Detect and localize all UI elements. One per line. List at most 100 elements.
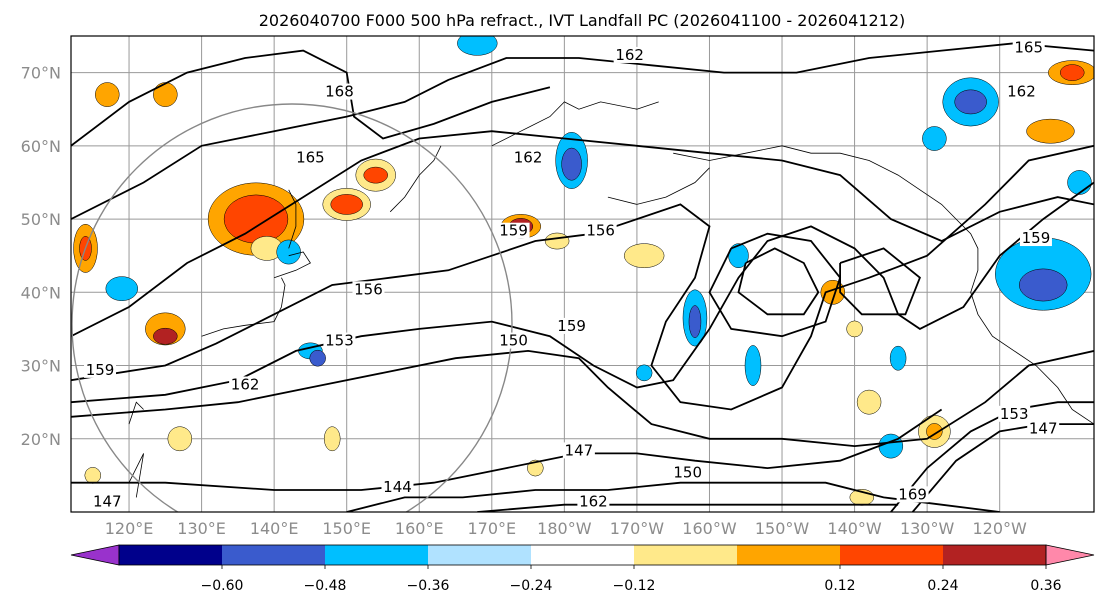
shaded-cell xyxy=(820,279,846,305)
contour-label-bg xyxy=(584,222,617,239)
longitude-tick-labels: 120°E 130°E 140°E 150°E 160°E 170°E 180°W 170°W… xyxy=(105,519,1027,538)
contour-label-bg xyxy=(562,442,595,459)
shaded-cell xyxy=(688,305,702,338)
coastline xyxy=(389,145,442,213)
shaded-cell xyxy=(330,194,363,215)
lon-tick-label: 160°W xyxy=(682,519,737,538)
lon-tick-label: 180°W xyxy=(537,519,592,538)
latitude-tick-labels: 70°N 60°N 50°N 40°N 30°N 20°N xyxy=(21,64,61,449)
contour-label-bg xyxy=(1012,39,1045,56)
shaded-cell xyxy=(544,232,570,250)
shaded-cell xyxy=(527,459,544,477)
contour-label: 156 xyxy=(586,222,615,240)
lon-tick-label: 170°W xyxy=(610,519,665,538)
contour-label-bg xyxy=(1005,83,1038,100)
lat-tick-label: 60°N xyxy=(21,137,61,156)
coastline xyxy=(673,145,1094,425)
contour-label: 162 xyxy=(231,376,260,394)
contour-label-bg xyxy=(577,493,610,510)
lon-tick-label: 120°E xyxy=(105,519,154,538)
colorbar-segment xyxy=(531,545,635,565)
colorbar-extend-low xyxy=(70,544,120,566)
colorbar-segment xyxy=(737,545,841,565)
contour-label: 153 xyxy=(325,332,354,350)
contour-label: 165 xyxy=(296,148,325,166)
contour-label: 159 xyxy=(1022,229,1051,247)
shaded-cell xyxy=(561,147,582,181)
shaded-cell xyxy=(84,467,101,484)
contour-label: 159 xyxy=(557,317,586,335)
colorbar: −0.60−0.48−0.36−0.24−0.120.120.240.360.4… xyxy=(70,544,1095,594)
chart-title: 2026040700 F000 500 hPa refract., IVT La… xyxy=(259,11,906,30)
shaded-cell xyxy=(153,82,178,107)
contour-line xyxy=(71,42,1094,220)
coastline xyxy=(273,251,311,279)
colorbar-segment xyxy=(325,545,429,565)
lon-tick-label: 170°E xyxy=(467,519,516,538)
contour-label-bg xyxy=(512,149,545,166)
lon-tick-label: 140°W xyxy=(827,519,882,538)
contour-label-bg xyxy=(555,317,588,334)
shaded-cell xyxy=(223,194,289,244)
lat-tick-label: 40°N xyxy=(21,283,61,302)
colorbar-segment xyxy=(634,545,738,565)
contour-label-bg xyxy=(91,493,124,510)
contour-line xyxy=(839,247,921,316)
contour-label: 169 xyxy=(898,485,927,503)
coastline xyxy=(491,101,659,147)
contour-label-bg xyxy=(323,332,356,349)
colorbar-frame xyxy=(118,544,1047,566)
contour-label-bg xyxy=(497,222,530,239)
contour-label: 165 xyxy=(1014,39,1043,57)
lon-tick-label: 140°E xyxy=(250,519,299,538)
colorbar-segment xyxy=(222,545,326,565)
contour-label-bg xyxy=(84,361,117,378)
contour-label-bg xyxy=(352,281,385,298)
contour-line xyxy=(71,49,551,147)
shaded-cell xyxy=(856,389,882,415)
colorbar-tick-label: −0.60 xyxy=(201,578,244,594)
contour-label: 147 xyxy=(565,441,594,459)
contour-label: 150 xyxy=(673,463,702,481)
colorbar-extend-high xyxy=(1045,544,1095,566)
coastline xyxy=(128,401,144,425)
shaded-cell xyxy=(105,276,138,301)
colorbar-segment xyxy=(428,545,532,565)
refractivity-pc-shading xyxy=(73,36,1094,506)
shaded-cell xyxy=(1019,268,1068,302)
colorbar-tick-label: 0.12 xyxy=(824,578,855,594)
lat-tick-label: 50°N xyxy=(21,210,61,229)
coastline xyxy=(607,167,710,205)
shaded-cell xyxy=(323,426,341,452)
colorbar-tick-label: −0.24 xyxy=(510,578,553,594)
colorbar-segment xyxy=(840,545,944,565)
shaded-cell xyxy=(846,320,863,338)
contour-line xyxy=(890,401,1094,512)
colorbar-segment xyxy=(943,545,1047,565)
contour-label-bg xyxy=(613,46,646,63)
shaded-cell xyxy=(153,327,178,345)
landfall-region-circle xyxy=(71,103,513,512)
contour-label: 162 xyxy=(514,148,543,166)
contour-label: 162 xyxy=(579,493,608,511)
contour-label-bg xyxy=(381,479,414,496)
shaded-cell xyxy=(363,166,388,184)
contour-label-bg xyxy=(896,486,929,503)
shaded-cell xyxy=(1026,118,1075,144)
shaded-cell xyxy=(309,349,326,367)
colorbar-tick-label: 0.36 xyxy=(1030,578,1061,594)
contour-line xyxy=(71,349,1094,448)
contour-label-bg xyxy=(497,332,530,349)
contour-label: 147 xyxy=(93,493,122,511)
contour-label-bg xyxy=(671,464,704,481)
lon-tick-label: 150°E xyxy=(322,519,371,538)
shaded-cell xyxy=(95,82,120,107)
contour-label-bg xyxy=(998,405,1031,422)
contour-label-bg xyxy=(1027,420,1060,437)
shaded-cell xyxy=(744,345,762,386)
contour-label: 159 xyxy=(499,222,528,240)
shaded-cell xyxy=(623,243,665,269)
contour-line xyxy=(737,247,820,316)
